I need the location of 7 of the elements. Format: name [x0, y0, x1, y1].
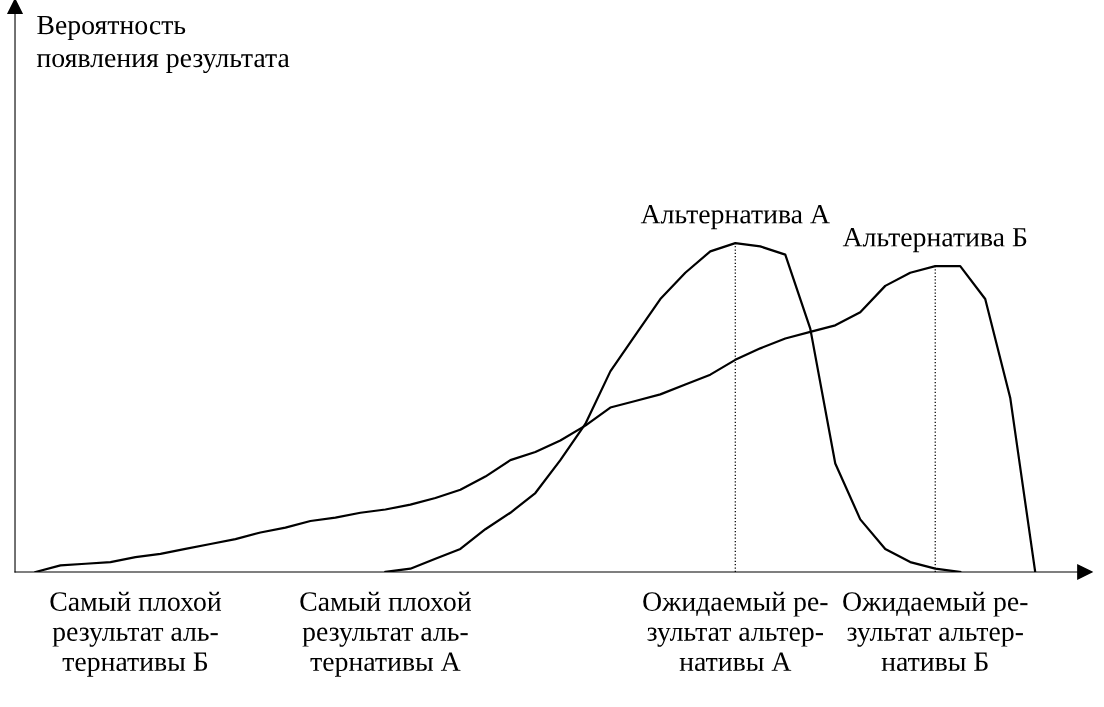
- x-tick-label: Ожидаемый ре- зультат альтер- нативы А: [643, 591, 828, 672]
- x-tick-label: Ожидаемый ре- зультат альтер- нативы Б: [843, 591, 1028, 672]
- series-label: Альтернатива А: [640, 204, 830, 230]
- series-label: Альтернатива Б: [842, 228, 1027, 253]
- x-tick-label: Самый плохой результат аль- тернативы Б: [50, 591, 222, 677]
- text: Вероятность появления результата: [36, 15, 290, 74]
- x-tick-label: Самый плохой результат аль- тернативы А: [300, 591, 471, 677]
